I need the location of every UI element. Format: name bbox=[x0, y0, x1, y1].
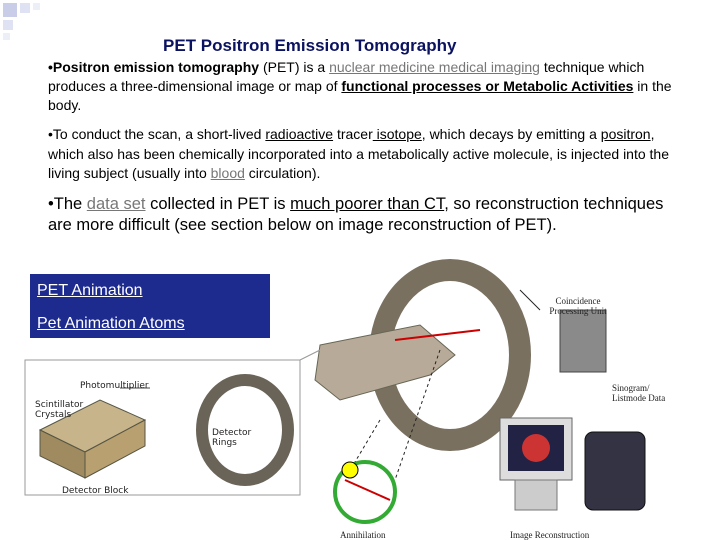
text: in the body. bbox=[48, 78, 672, 113]
text: •To conduct the scan, a short-lived bbox=[48, 126, 266, 142]
text: collected in PET is bbox=[145, 195, 291, 213]
link[interactable]: functional processes or Metabolic Activi… bbox=[341, 78, 634, 94]
figure-label: Coincidence Processing Unit bbox=[549, 296, 607, 316]
paragraph: •The data set collected in PET is much p… bbox=[48, 194, 678, 236]
patient bbox=[314, 324, 456, 401]
text: , which decays by emitting a bbox=[421, 126, 601, 142]
text: (PET) is a bbox=[262, 59, 330, 75]
paragraph: •To conduct the scan, a short-lived radi… bbox=[48, 125, 688, 184]
link[interactable]: positron bbox=[600, 126, 651, 142]
figure-label: Sinogram/ Listmode Data bbox=[612, 383, 666, 403]
text: circulation). bbox=[244, 165, 321, 181]
figure-label: Scintillator Crystals bbox=[35, 400, 84, 420]
link-box: PET Animation Pet Animation Atoms bbox=[30, 274, 270, 338]
figure-label: Photomultiplier bbox=[80, 381, 149, 391]
text: •Positron emission tomography bbox=[48, 59, 263, 75]
link[interactable]: radioactive bbox=[265, 126, 334, 142]
link[interactable]: PET Animation bbox=[37, 282, 143, 299]
text: •The bbox=[48, 195, 87, 213]
corner-square bbox=[33, 3, 40, 10]
text: technique which produces a three-dimensi… bbox=[48, 59, 645, 94]
figure-label: Image Reconstruction bbox=[510, 530, 590, 540]
paragraph: •Positron emission tomography (PET) is a… bbox=[48, 58, 688, 115]
text: , so reconstruction techniques are more … bbox=[48, 195, 664, 234]
detector-block bbox=[38, 399, 147, 479]
figure-label: Detector Block bbox=[62, 486, 129, 496]
server bbox=[584, 431, 646, 511]
corner-square bbox=[3, 3, 17, 17]
corner-square bbox=[20, 3, 30, 13]
link[interactable]: Pet Animation Atoms bbox=[37, 315, 185, 332]
processing-unit bbox=[559, 309, 607, 373]
text: tracer bbox=[333, 126, 373, 142]
link[interactable]: isotope bbox=[372, 126, 422, 142]
link[interactable]: nuclear medicine medical imaging bbox=[329, 59, 540, 75]
link[interactable]: data set bbox=[86, 195, 146, 213]
corner-square bbox=[3, 33, 10, 40]
corner-square bbox=[3, 20, 13, 30]
link[interactable]: much poorer than CT bbox=[290, 195, 445, 213]
figure-label: Detector Rings bbox=[212, 428, 252, 448]
hazard-symbol bbox=[341, 461, 359, 479]
link[interactable]: blood bbox=[210, 165, 245, 181]
figure-label: Annihilation bbox=[340, 530, 386, 540]
detector-ring-small bbox=[196, 374, 294, 486]
title: PET Positron Emission Tomography bbox=[163, 36, 457, 55]
text: , which also has been chemically incorpo… bbox=[48, 126, 669, 181]
